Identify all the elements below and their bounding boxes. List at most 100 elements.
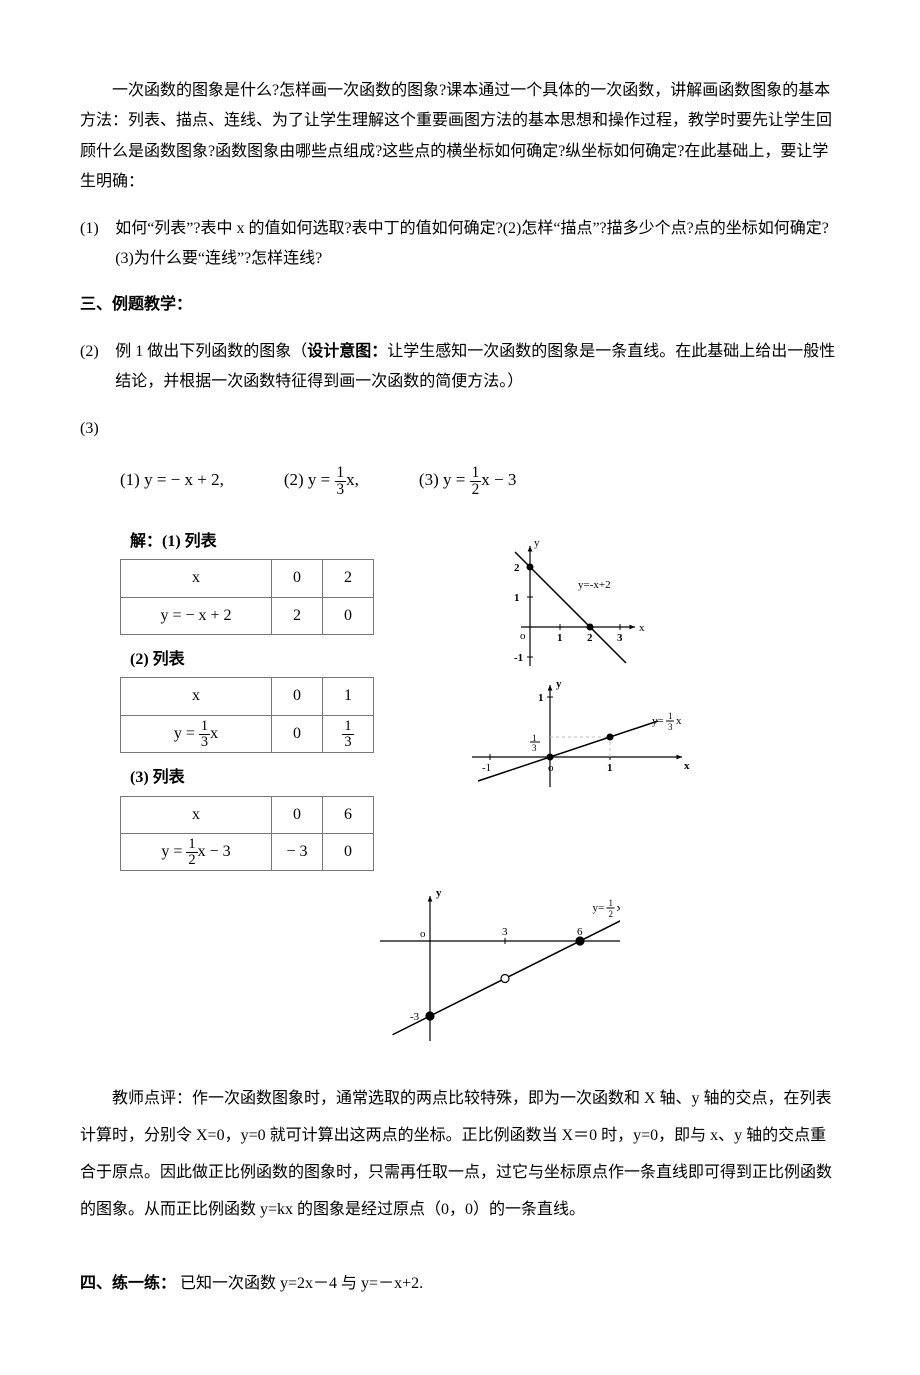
svg-text:-1: -1 <box>482 762 491 774</box>
t2-r2c1-frac: 13 <box>199 719 210 749</box>
chart-3-wrap: xyo36-3y=12x-3 <box>80 881 840 1061</box>
t1-r1c2: 0 <box>272 560 323 597</box>
table3-title: (3) 列表 <box>120 763 440 793</box>
example-row: (2) 例 1 做出下列函数的图象（设计意图：让学生感知一次函数的图象是一条直线… <box>80 337 840 398</box>
svg-text:6: 6 <box>577 926 583 938</box>
svg-text:3: 3 <box>532 743 537 753</box>
t2-r2c3-frac: 13 <box>342 719 353 749</box>
t3-r2c3: 0 <box>323 833 374 870</box>
commentary: 教师点评：作一次函数图象时，通常选取的两点比较特殊，即为一次函数和 X 轴、y … <box>80 1081 840 1228</box>
t2-r2c1: y = 13x <box>121 715 272 752</box>
t3-r2c2: − 3 <box>272 833 323 870</box>
svg-text:3: 3 <box>502 926 508 938</box>
svg-text:-1: -1 <box>514 652 523 664</box>
svg-text:1: 1 <box>609 898 614 908</box>
chart-1: x y o 1 2 3 -1 1 2 y=-x+2 <box>460 517 700 667</box>
eq-3: (3) y = 12x − 3 <box>419 464 516 497</box>
t3-r2c1-pre: y = <box>161 843 186 860</box>
svg-text:y: y <box>436 887 442 899</box>
t3-r1c2: 0 <box>272 796 323 833</box>
svg-text:1: 1 <box>557 632 563 644</box>
svg-text:1: 1 <box>538 692 544 704</box>
intro-paragraph: 一次函数的图象是什么?怎样画一次函数的图象?课本通过一个具体的一次函数，讲解画函… <box>80 76 840 198</box>
t2-r2c1-post: x <box>210 725 218 742</box>
exercise-text: 已知一次函数 y=2x－4 与 y=－x+2. <box>176 1275 423 1292</box>
t2-r1c1: x <box>121 678 272 715</box>
intro-list-num-1: (1) <box>80 214 115 275</box>
svg-text:y=: y= <box>593 902 605 914</box>
eq3-den: 2 <box>470 481 482 497</box>
eq-2: (2) y = 13x, <box>284 464 359 497</box>
t2-r1c3: 1 <box>323 678 374 715</box>
eq2-num: 1 <box>335 465 347 480</box>
svg-text:y: y <box>534 537 540 549</box>
table-row: y = − x + 2 2 0 <box>121 597 374 634</box>
charts-column: xyo123-112y=-x+2 xyo-11113y=13x <box>460 517 840 797</box>
equation-row: (1) y = − x + 2, (2) y = 13x, (3) y = 12… <box>120 464 840 497</box>
eq3-num: 1 <box>470 465 482 480</box>
svg-text:2: 2 <box>587 632 593 644</box>
t3-r2c1: y = 12x − 3 <box>121 833 272 870</box>
eq2-den: 3 <box>335 481 347 497</box>
t1-r2c3: 0 <box>323 597 374 634</box>
chart-3: xyo36-3y=12x-3 <box>300 881 620 1061</box>
table-2: x 0 1 y = 13x 0 13 <box>120 677 374 753</box>
example-lead: 例 1 做出下列函数的图象（ <box>115 343 307 360</box>
t3-r2c1-frac: 12 <box>186 837 197 867</box>
work-area: 解：(1) 列表 x 0 2 y = − x + 2 2 0 (2) 列表 x … <box>120 517 840 872</box>
eq3-pre: (3) y = <box>419 470 470 489</box>
table-3: x 0 6 y = 12x − 3 − 3 0 <box>120 796 374 872</box>
t2-r2c1-d: 3 <box>199 734 210 749</box>
svg-text:1: 1 <box>607 762 613 774</box>
t2-r2c2: 0 <box>272 715 323 752</box>
table2-title: (2) 列表 <box>120 645 440 675</box>
table-row: y = 13x 0 13 <box>121 715 374 752</box>
svg-text:o: o <box>548 762 554 774</box>
svg-text:2: 2 <box>514 562 520 574</box>
t1-r2c1: y = − x + 2 <box>121 597 272 634</box>
eq3-frac: 12 <box>470 465 482 497</box>
t1-r1c3: 2 <box>323 560 374 597</box>
svg-text:o: o <box>520 630 526 642</box>
example-body: 例 1 做出下列函数的图象（设计意图：让学生感知一次函数的图象是一条直线。在此基… <box>115 337 840 398</box>
eq2-post: x, <box>346 470 359 489</box>
table-row: x 0 2 <box>121 560 374 597</box>
design-label: 设计意图： <box>307 343 387 360</box>
intro-list-item-1: (1) 如何“列表”?表中 x 的值如何选取?表中丁的值如何确定?(2)怎样“描… <box>80 214 840 275</box>
svg-text:x: x <box>639 622 645 634</box>
svg-text:y: y <box>556 678 562 690</box>
svg-text:3: 3 <box>617 632 623 644</box>
svg-text:y=-x+2: y=-x+2 <box>578 579 611 591</box>
t3-r2c1-d: 2 <box>186 852 197 867</box>
svg-text:2: 2 <box>609 909 614 919</box>
svg-text:3: 3 <box>668 722 673 732</box>
table1-title: 解：(1) 列表 <box>120 527 440 557</box>
exercise-row: 四、练一练： 已知一次函数 y=2x－4 与 y=－x+2. <box>80 1269 840 1299</box>
svg-text:x-3: x-3 <box>617 902 621 914</box>
table-row: x 0 1 <box>121 678 374 715</box>
t2-r2c1-n: 1 <box>199 719 210 733</box>
intro-list-body-1: 如何“列表”?表中 x 的值如何选取?表中丁的值如何确定?(2)怎样“描点”?描… <box>115 214 840 275</box>
t3-r1c1: x <box>121 796 272 833</box>
eq2-frac: 13 <box>335 465 347 497</box>
t1-r2c2: 2 <box>272 597 323 634</box>
example-num-3: (3) <box>80 414 840 444</box>
chart-2: xyo-11113y=13x <box>460 677 720 797</box>
t2-r2c1-pre: y = <box>174 725 199 742</box>
eq2-pre: (2) y = <box>284 470 335 489</box>
tables-column: 解：(1) 列表 x 0 2 y = − x + 2 2 0 (2) 列表 x … <box>120 517 440 872</box>
section-4-heading: 四、练一练： <box>80 1275 176 1292</box>
svg-text:x: x <box>684 760 690 772</box>
example-num: (2) <box>80 337 115 398</box>
t3-r1c3: 6 <box>323 796 374 833</box>
t2-r2c3: 13 <box>323 715 374 752</box>
t2-r2c3-n: 1 <box>342 719 353 733</box>
table-row: x 0 6 <box>121 796 374 833</box>
svg-text:o: o <box>420 928 426 940</box>
table-1: x 0 2 y = − x + 2 2 0 <box>120 559 374 635</box>
table-row: y = 12x − 3 − 3 0 <box>121 833 374 870</box>
svg-text:1: 1 <box>668 711 673 721</box>
svg-text:1: 1 <box>514 592 520 604</box>
eq3-post: x − 3 <box>481 470 516 489</box>
eq-1: (1) y = − x + 2, <box>120 464 224 497</box>
